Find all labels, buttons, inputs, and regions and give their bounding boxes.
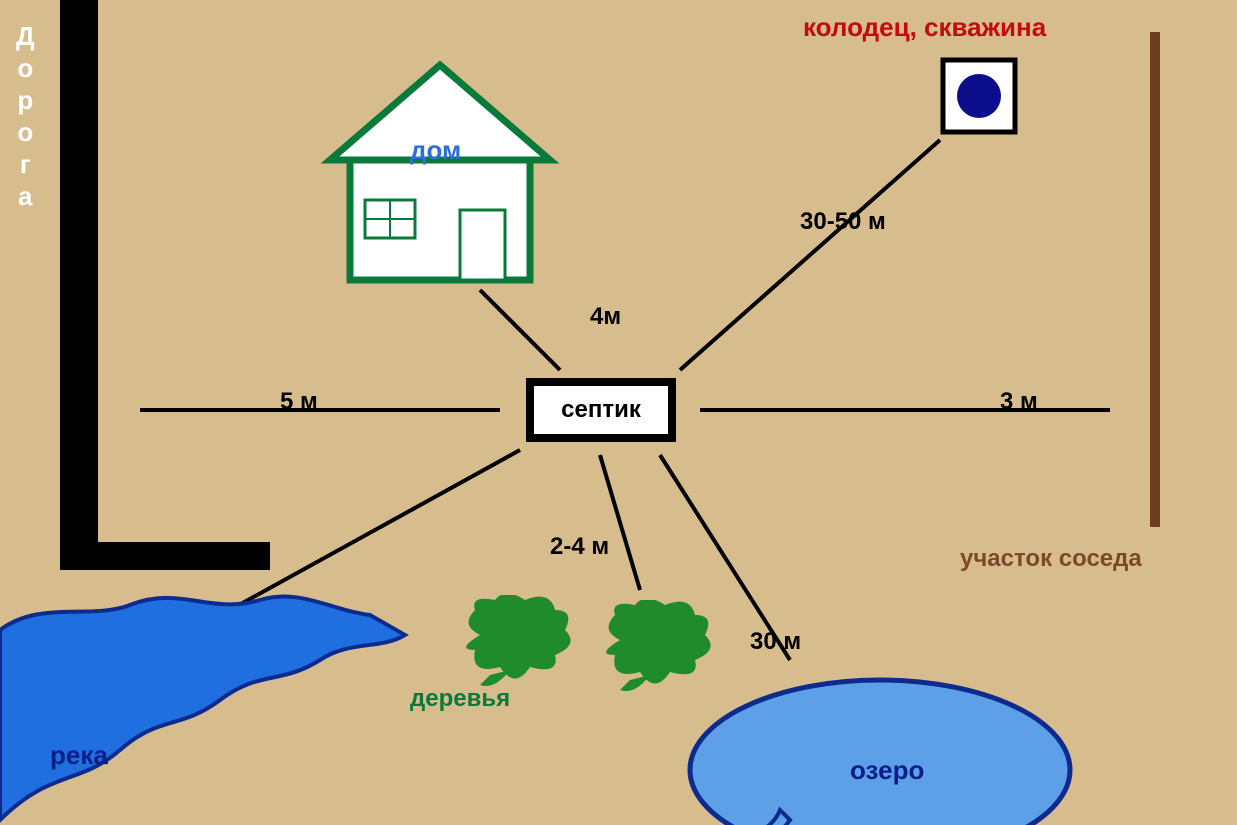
river-label: река <box>50 740 108 771</box>
lake-shape <box>670 660 1090 825</box>
septic-box: септик <box>526 378 676 442</box>
distance-line-to-trees <box>600 455 640 590</box>
distance-label-to-trees: 2-4 м <box>550 533 609 560</box>
distance-label-to-lake: 30 м <box>750 628 801 655</box>
distance-line-to-house <box>480 290 560 370</box>
distance-line-to-well <box>680 140 940 370</box>
lake-label: озеро <box>850 755 924 786</box>
tree-icon <box>460 595 580 690</box>
distance-label-to-house: 4м <box>590 303 621 330</box>
river-shape <box>0 560 420 825</box>
septic-label: септик <box>561 396 641 424</box>
distance-label-to-well: 30-50 м <box>800 208 886 235</box>
septic-distance-diagram: Дорога участок соседа колодец, скважина … <box>0 0 1237 825</box>
distance-label-to-neighbor: 3 м <box>1000 388 1038 415</box>
distance-label-to-road: 5 м <box>280 388 318 415</box>
trees-label: деревья <box>410 685 510 713</box>
